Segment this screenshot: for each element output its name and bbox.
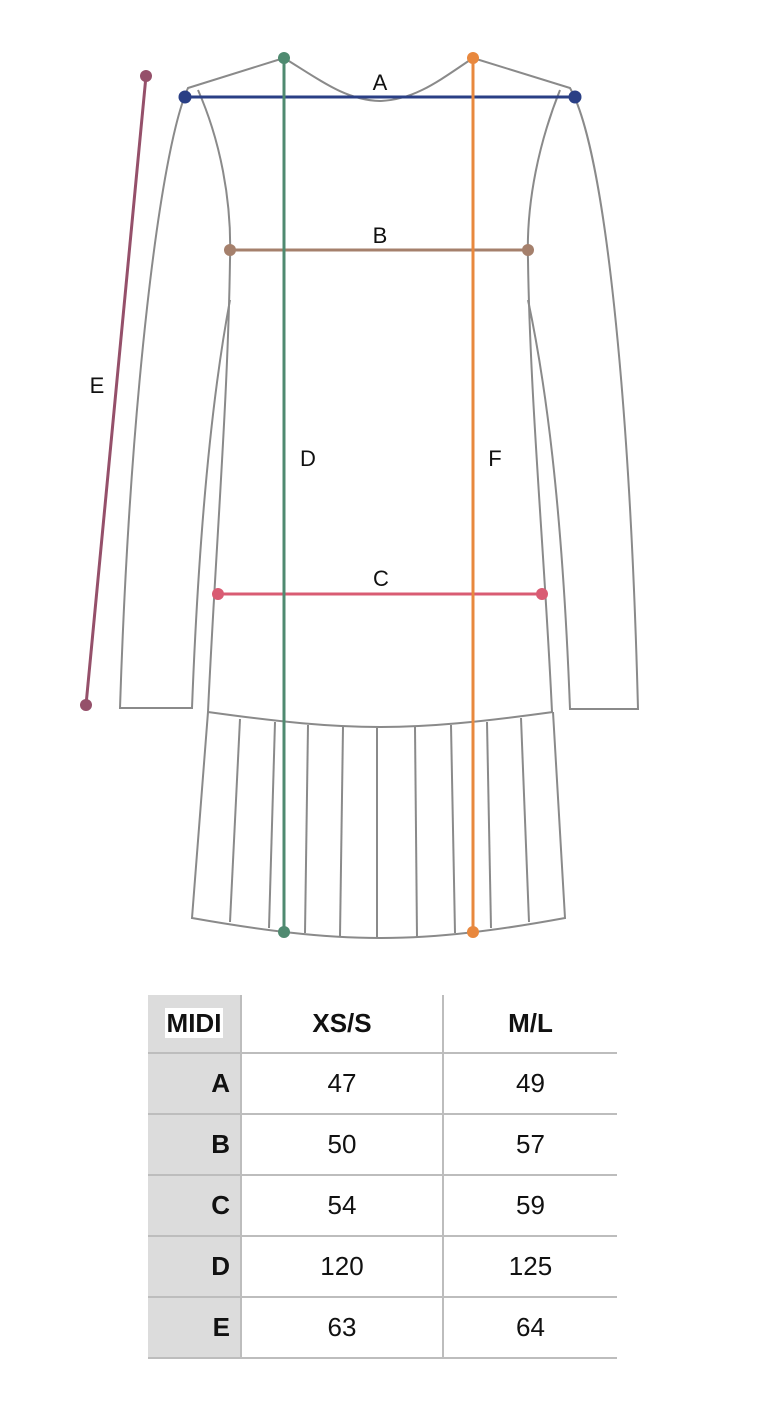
measure-c bbox=[212, 588, 548, 600]
table-row: B 50 57 bbox=[148, 1114, 617, 1176]
table-row: C 54 59 bbox=[148, 1175, 617, 1237]
label-c: C bbox=[373, 566, 389, 591]
table-header-row: MIDI XS/S M/L bbox=[148, 995, 617, 1054]
label-a: A bbox=[373, 70, 388, 95]
dress-outline bbox=[118, 57, 640, 940]
cell-value: 63 bbox=[241, 1297, 444, 1359]
cell-value: 49 bbox=[443, 1053, 617, 1115]
label-e: E bbox=[90, 373, 105, 398]
table-row: D 120 125 bbox=[148, 1236, 617, 1298]
dress-diagram: A B C D E F bbox=[80, 52, 640, 940]
header-model: MIDI bbox=[164, 1008, 224, 1038]
row-label: B bbox=[148, 1114, 242, 1176]
size-table: MIDI XS/S M/L A 47 49 B 50 57 C 54 59 D … bbox=[148, 995, 617, 1359]
measure-f bbox=[467, 52, 479, 938]
table-row: A 47 49 bbox=[148, 1053, 617, 1115]
skirt-pleats bbox=[229, 717, 530, 938]
cell-value: 120 bbox=[241, 1236, 444, 1298]
cell-value: 54 bbox=[241, 1175, 444, 1237]
row-label: A bbox=[148, 1053, 242, 1115]
measure-a bbox=[178, 90, 582, 104]
row-label: D bbox=[148, 1236, 242, 1298]
cell-value: 64 bbox=[443, 1297, 617, 1359]
measure-d bbox=[278, 52, 290, 938]
label-d: D bbox=[300, 446, 316, 471]
row-label: E bbox=[148, 1297, 242, 1359]
label-f: F bbox=[488, 446, 501, 471]
measure-b bbox=[224, 244, 534, 256]
header-size-xs-s: XS/S bbox=[241, 995, 444, 1054]
header-size-m-l: M/L bbox=[443, 995, 617, 1054]
row-label: C bbox=[148, 1175, 242, 1237]
cell-value: 125 bbox=[443, 1236, 617, 1298]
label-b: B bbox=[373, 223, 388, 248]
cell-value: 59 bbox=[443, 1175, 617, 1237]
cell-value: 50 bbox=[241, 1114, 444, 1176]
cell-value: 57 bbox=[443, 1114, 617, 1176]
measure-e bbox=[80, 70, 152, 711]
cell-value: 47 bbox=[241, 1053, 444, 1115]
table-row: E 63 64 bbox=[148, 1297, 617, 1359]
